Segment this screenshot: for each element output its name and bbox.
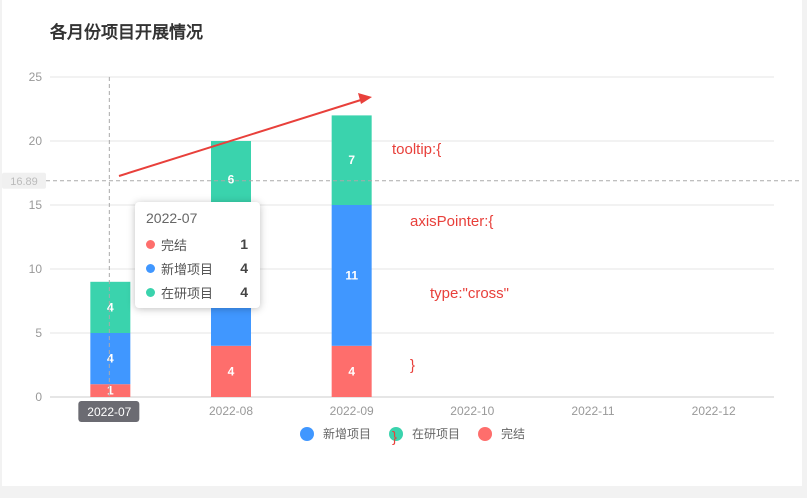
page-title: 各月份项目开展情况: [50, 23, 203, 43]
chart-card: 各月份项目开展情况 0 5 10 15 20 25 2022-08 2022-09 2022-1…: [2, 0, 802, 486]
bar-value-label: 4: [107, 300, 114, 314]
tooltip-row-value: 1: [240, 236, 248, 252]
chart-tooltip: 2022-07 完结 1 新增项目 4 在研项目 4: [135, 202, 260, 308]
tooltip-dot-new: [146, 263, 155, 273]
bar-segment[interactable]: [331, 345, 372, 397]
bar-value-label: 4: [228, 364, 235, 378]
y-tick-label: 10: [29, 262, 43, 276]
tooltip-title: 2022-07: [146, 210, 198, 226]
bar-segment[interactable]: [331, 205, 372, 346]
axis-pointer-x-badge: [78, 401, 140, 422]
tooltip-row-value: 4: [240, 260, 248, 276]
bar-value-label: 1: [107, 384, 114, 398]
legend-label[interactable]: 新增项目: [323, 426, 371, 441]
bar-segment[interactable]: [90, 281, 131, 333]
annotation-line: }: [392, 429, 398, 446]
y-tick-label: 15: [29, 198, 43, 212]
annotation-line: tooltip:{: [392, 141, 442, 158]
bar-segment[interactable]: [331, 115, 372, 205]
x-tick-label: 2022-11: [571, 404, 614, 418]
legend-label[interactable]: 完结: [501, 426, 525, 441]
y-tick-label: 5: [35, 326, 42, 340]
tooltip-row-label: 新增项目: [161, 261, 214, 277]
bar-value-label: 6: [228, 172, 235, 186]
annotation-line: axisPointer:{: [410, 213, 494, 230]
annotation-code: tooltip:{ axisPointer:{ type:"cross" } }: [392, 90, 509, 498]
bar-value-label: 11: [345, 268, 358, 282]
x-tick-label: 2022-10: [450, 404, 494, 418]
bar-value-label: 7: [348, 153, 355, 167]
tooltip-row-label: 完结: [161, 237, 188, 253]
bar-segment[interactable]: [211, 345, 251, 397]
y-tick-label: 20: [29, 134, 43, 148]
annotation-line: type:"cross": [430, 285, 510, 302]
tooltip-row-research: 在研项目 4: [146, 282, 248, 302]
tooltip-dot-done: [146, 239, 155, 249]
bar-value-label: 4: [348, 364, 355, 378]
axis-pointer-y-badge: [2, 172, 46, 189]
legend-marker[interactable]: [300, 427, 314, 441]
legend-marker[interactable]: [478, 427, 493, 441]
y-tick-label: 0: [35, 390, 42, 404]
x-tick-label: 2022-09: [330, 404, 374, 418]
bar-segment[interactable]: [90, 384, 131, 397]
x-tick-label: 2022-08: [209, 404, 253, 418]
bar-value-label: 4: [107, 352, 114, 366]
legend-marker[interactable]: [389, 427, 404, 441]
axis-pointer-y-label: 16.89: [10, 176, 38, 188]
bar-segment[interactable]: [90, 333, 131, 385]
annotation-line: }: [410, 357, 416, 374]
tooltip-row-done: 完结 1: [146, 234, 248, 254]
tooltip-row-value: 4: [240, 284, 248, 300]
axis-pointer-x-label: 2022-07: [87, 405, 131, 419]
tooltip-row-label: 在研项目: [161, 285, 214, 301]
annotation-arrow-line: [118, 98, 365, 177]
tooltip-row-new: 新增项目 4: [146, 258, 248, 278]
annotation-arrow-head: [358, 93, 372, 104]
legend-label[interactable]: 在研项目: [412, 427, 460, 441]
tooltip-dot-research: [146, 287, 155, 297]
y-tick-label: 25: [29, 70, 43, 84]
x-tick-label: 2022-12: [692, 404, 736, 418]
